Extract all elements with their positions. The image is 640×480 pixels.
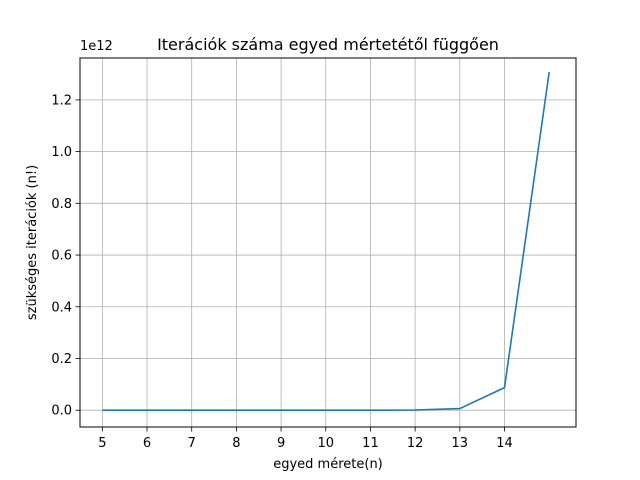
x-tick-label: 10 — [317, 436, 334, 451]
x-tick-label: 13 — [452, 436, 469, 451]
plot-frame — [79, 57, 577, 428]
series-line — [102, 71, 550, 411]
x-tick-label: 11 — [362, 436, 379, 451]
y-tick-label: 0.2 — [51, 352, 72, 367]
y-tick-label: 0.0 — [51, 404, 72, 419]
y-tick-label: 0.4 — [51, 300, 72, 315]
x-tick-label: 12 — [407, 436, 424, 451]
y-tick-label: 0.8 — [51, 197, 72, 212]
x-tick-label: 7 — [188, 436, 196, 451]
y-tick-label: 1.0 — [51, 145, 72, 160]
y-axis-offset-text: 1e12 — [80, 39, 113, 54]
x-axis-label: egyed mérete(n) — [273, 457, 383, 472]
ticks: 5 6 7 8 9 10 11 12 13 14 0.0 0.2 0.4 0.6 0.8 1.0 1.2 — [51, 93, 512, 451]
series-layer — [102, 71, 550, 411]
x-tick-label: 5 — [98, 436, 106, 451]
y-tick-label: 0.6 — [51, 249, 72, 264]
chart-title: Iterációk száma egyed mértetétől függően — [157, 35, 499, 54]
x-tick-label: 8 — [232, 436, 240, 451]
x-tick-label: 6 — [143, 436, 151, 451]
y-tick-label: 1.2 — [51, 93, 72, 108]
x-tick-label: 9 — [277, 436, 285, 451]
y-axis-label: szükséges iterációk (n!) — [25, 165, 40, 320]
x-tick-label: 14 — [496, 436, 513, 451]
